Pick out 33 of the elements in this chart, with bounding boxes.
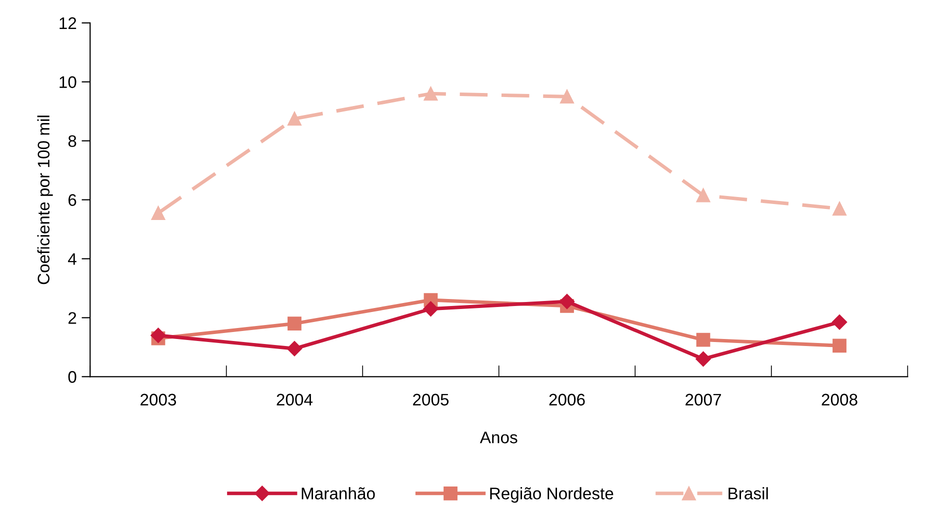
y-axis-title: Coeficiente por 100 mil: [37, 116, 53, 284]
x-tick-label: 2007: [686, 394, 721, 406]
x-tick-label: 2006: [549, 394, 585, 406]
x-tick-label: 2003: [140, 394, 176, 406]
point: [150, 328, 166, 343]
point: [832, 314, 848, 330]
point: [288, 316, 302, 331]
point: [696, 332, 710, 347]
y-tick-label: 10: [60, 76, 76, 88]
point: [286, 341, 302, 356]
y-tick-label: 2: [68, 312, 76, 324]
point: [696, 188, 710, 202]
legend-label: Região Nordeste: [490, 487, 614, 503]
y-tick-label: 12: [60, 17, 76, 29]
y-tick-label: 0: [68, 371, 76, 383]
x-tick-label: 2004: [276, 394, 313, 406]
x-axis-title: Anos: [480, 432, 518, 444]
point: [288, 112, 302, 126]
point: [696, 351, 711, 367]
point: [559, 294, 575, 310]
y-tick-label: 4: [68, 253, 76, 265]
y-tick-label: 6: [68, 194, 76, 206]
point: [560, 90, 574, 104]
legend-label: Brasil: [728, 487, 768, 500]
point: [832, 202, 846, 216]
x-tick-label: 2005: [413, 394, 449, 406]
point: [424, 86, 438, 101]
y-tick-label: 8: [68, 135, 76, 148]
point: [151, 206, 166, 220]
x-tick-label: 2008: [822, 394, 858, 406]
point: [423, 301, 438, 316]
legend-label: Maranhão: [302, 487, 375, 500]
point: [832, 338, 846, 353]
